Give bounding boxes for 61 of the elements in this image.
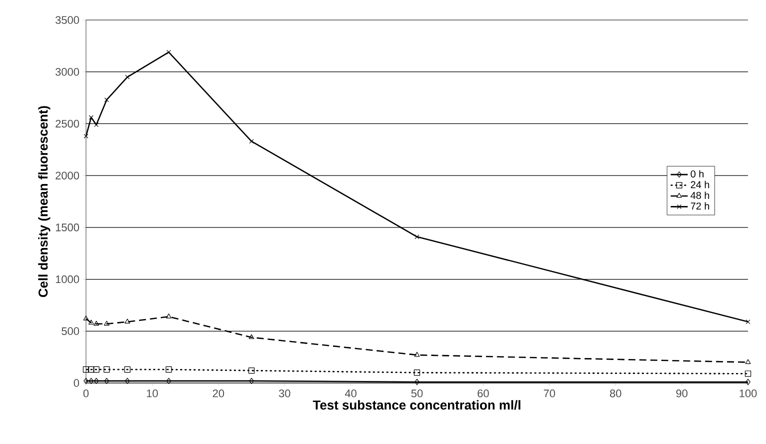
- point: [414, 378, 420, 386]
- y-tick-label: 0: [74, 379, 80, 387]
- point: [249, 139, 254, 144]
- point: [104, 320, 110, 326]
- y-tick-label: 2500: [56, 120, 80, 128]
- legend-label: 24 h: [690, 180, 710, 188]
- point: [166, 314, 172, 318]
- x-axis-title: Test substance concentration ml/l: [312, 400, 520, 410]
- point: [414, 352, 420, 357]
- point: [94, 378, 99, 384]
- x-tick-label: 10: [146, 390, 158, 398]
- x-tick-label: 0: [83, 390, 89, 398]
- x-tick-label: 80: [610, 390, 622, 398]
- y-tick-label: 1000: [56, 275, 80, 284]
- point: [166, 366, 172, 373]
- point: [248, 334, 254, 340]
- point: [125, 74, 130, 80]
- x-tick-label: 90: [676, 390, 688, 398]
- point: [88, 320, 94, 325]
- point: [124, 366, 130, 373]
- point: [104, 98, 109, 102]
- point: [248, 367, 255, 374]
- point: [124, 378, 130, 384]
- point: [84, 378, 88, 384]
- point: [166, 378, 172, 384]
- y-tick-label: 1500: [56, 224, 80, 232]
- point: [88, 366, 94, 373]
- point: [88, 378, 94, 384]
- y-tick-label: 3500: [56, 16, 80, 24]
- point: [83, 316, 89, 320]
- x-tick-label: 30: [278, 390, 290, 398]
- point: [744, 370, 752, 377]
- point: [745, 359, 751, 364]
- y-axis-title: Cell density (mean fluorescent): [38, 106, 50, 298]
- y-tick-label: 500: [62, 327, 80, 336]
- point: [88, 115, 94, 120]
- point: [94, 122, 99, 128]
- point: [94, 320, 100, 326]
- point: [414, 370, 420, 376]
- point: [166, 50, 172, 54]
- x-tick-label: 100: [740, 390, 757, 398]
- x-tick-label: 70: [544, 390, 556, 398]
- legend-label: 0 h: [690, 170, 704, 178]
- point: [746, 320, 750, 324]
- point: [104, 366, 110, 373]
- point: [82, 366, 90, 373]
- point: [104, 378, 110, 384]
- point: [746, 378, 750, 386]
- point: [93, 366, 100, 373]
- point: [249, 378, 254, 384]
- y-tick-label: 3000: [56, 68, 80, 76]
- y-tick-label: 2000: [56, 172, 80, 180]
- legend-label: 72 h: [690, 202, 710, 210]
- point: [124, 318, 130, 324]
- x-tick-label: 20: [212, 390, 224, 398]
- x-tick-label: 50: [411, 390, 423, 398]
- point: [84, 134, 88, 138]
- x-tick-label: 60: [478, 390, 489, 398]
- legend-label: 48 h: [690, 192, 710, 199]
- x-tick-label: 40: [344, 390, 356, 398]
- point: [414, 234, 420, 240]
